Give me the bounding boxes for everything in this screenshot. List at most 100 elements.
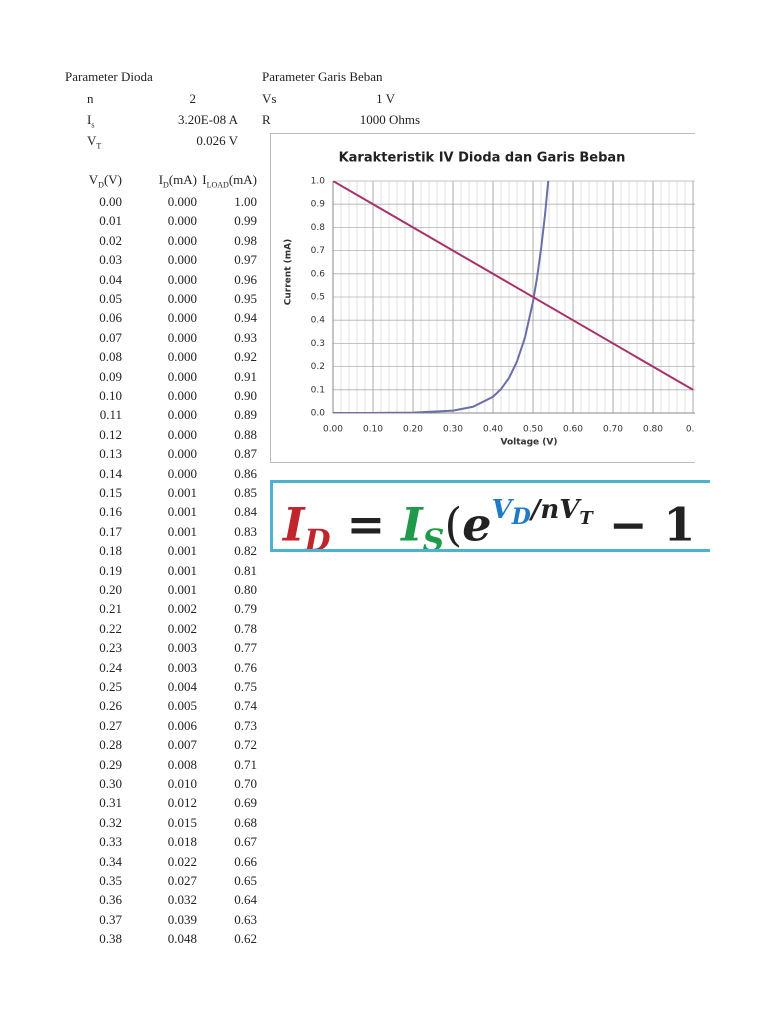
y-tick-label: 0.1 (311, 385, 325, 395)
param-label-main: I (87, 112, 92, 127)
table-cell: 0.37 (99, 911, 122, 927)
table-cell: 0.16 (99, 504, 122, 520)
table-cell: 0.96 (234, 271, 257, 287)
table-cell: 0.07 (99, 329, 122, 345)
x-tick-label: 0.40 (483, 425, 503, 435)
table-cell: 0.62 (234, 931, 257, 947)
table-cell: 0.001 (167, 523, 197, 539)
table-cell: 0.06 (99, 310, 122, 326)
table-cell: 0.000 (167, 232, 197, 248)
table-cell: 0.21 (99, 601, 122, 617)
header-main: I (202, 172, 207, 187)
table-cell: 0.77 (234, 640, 257, 656)
table-cell: 0.001 (167, 582, 197, 597)
table-cell: 0.89 (234, 407, 257, 423)
table-cell: 0.67 (234, 834, 257, 850)
table-cell: 0.001 (167, 504, 197, 520)
y-tick-label: 0.5 (311, 293, 325, 303)
table-cell: 0.30 (99, 776, 122, 791)
table-cell: 0.000 (167, 446, 197, 462)
table-cell: 0.26 (99, 698, 122, 714)
param-label-sub: T (96, 141, 102, 151)
table-cell: 0.81 (234, 562, 257, 578)
param-label: VT (87, 133, 101, 155)
eq-e: e (462, 497, 492, 552)
table-cell: 0.32 (99, 814, 122, 830)
table-cell: 0.09 (99, 368, 122, 384)
eq-equals: = (346, 497, 386, 552)
table-cell: 0.003 (167, 640, 197, 656)
table-cell: 0.11 (99, 407, 122, 423)
table-cell: 0.99 (234, 213, 257, 229)
column-header: ILOAD(mA) (202, 172, 257, 194)
table-cell: 0.25 (99, 679, 122, 694)
table-cell: 0.88 (234, 426, 257, 442)
eq-i: I (283, 497, 305, 552)
x-tick-label: 0.00 (323, 425, 343, 435)
header-main: V (88, 172, 99, 187)
param-label: R (262, 112, 271, 127)
table-cell: 0.005 (167, 698, 197, 714)
eq-v-sub: D (511, 504, 531, 531)
param-value: 1 V (376, 91, 395, 106)
table-cell: 0.032 (167, 892, 197, 908)
table-cell: 0.72 (234, 737, 257, 753)
param-label-main: n (87, 91, 94, 106)
y-tick-label: 1.0 (311, 177, 326, 187)
table-cell: 0.000 (167, 194, 197, 209)
param-value: 3.20E-08 A (178, 112, 238, 127)
table-cell: 0.19 (99, 562, 122, 578)
table-cell: 0.91 (234, 368, 257, 384)
table-cell: 0.000 (167, 426, 197, 442)
equation: ID = IS(eVD/nVT − 1 (270, 480, 710, 552)
chart: Karakteristik IV Dioda dan Garis Beban 0.… (270, 133, 695, 463)
header-sub: D (98, 180, 104, 190)
y-tick-label: 0.9 (311, 200, 326, 210)
table-cell: 0.015 (167, 814, 197, 830)
eq-t: T (579, 508, 593, 530)
param-label: n (87, 91, 94, 107)
param-value: 1000 Ohms (359, 112, 420, 127)
column-header: ID(mA) (159, 172, 197, 194)
table-cell: 0.15 (99, 485, 122, 500)
table-cell: 0.27 (99, 717, 122, 733)
table-cell: 0.23 (99, 640, 122, 656)
table-cell: 0.18 (99, 543, 122, 559)
table-cell: 0.000 (167, 349, 197, 365)
y-tick-label: 0.8 (311, 223, 326, 233)
table-cell: 0.24 (99, 659, 122, 675)
table-cell: 0.000 (167, 291, 197, 306)
table-cell: 0.000 (167, 213, 197, 229)
table-cell: 0.69 (234, 795, 257, 811)
table-cell: 0.94 (234, 310, 257, 326)
y-tick-label: 0.7 (311, 246, 325, 256)
table-cell: 0.04 (99, 271, 122, 287)
y-tick-label: 0.6 (311, 269, 326, 279)
table-cell: 0.001 (167, 562, 197, 578)
x-tick-label: 0.9 (686, 425, 695, 435)
table-cell: 0.82 (234, 543, 257, 559)
header-unit: (mA) (168, 172, 197, 187)
table-cell: 0.027 (167, 873, 197, 888)
table-cell: 0.71 (234, 756, 257, 772)
table-cell: 0.000 (167, 368, 197, 384)
table-cell: 0.000 (167, 271, 197, 287)
table-cell: 0.98 (234, 232, 257, 248)
table-cell: 0.001 (167, 485, 197, 500)
x-tick-label: 0.80 (643, 425, 663, 435)
table-cell: 0.003 (167, 659, 197, 675)
table-cell: 0.63 (234, 911, 257, 927)
table-cell: 0.29 (99, 756, 122, 772)
table-cell: 0.83 (234, 523, 257, 539)
table-cell: 0.75 (234, 679, 257, 694)
section-title: Parameter Dioda (65, 69, 153, 84)
y-tick-label: 0.4 (311, 316, 326, 326)
table-cell: 0.01 (99, 213, 122, 229)
chart-title: Karakteristik IV Dioda dan Garis Beban (339, 151, 626, 166)
table-cell: 0.65 (234, 873, 257, 888)
table-cell: 0.001 (167, 543, 197, 559)
param-label: Is (87, 112, 94, 134)
table-cell: 0.97 (234, 252, 257, 268)
x-axis-label: Voltage (V) (501, 438, 558, 448)
table-cell: 0.010 (167, 776, 197, 791)
